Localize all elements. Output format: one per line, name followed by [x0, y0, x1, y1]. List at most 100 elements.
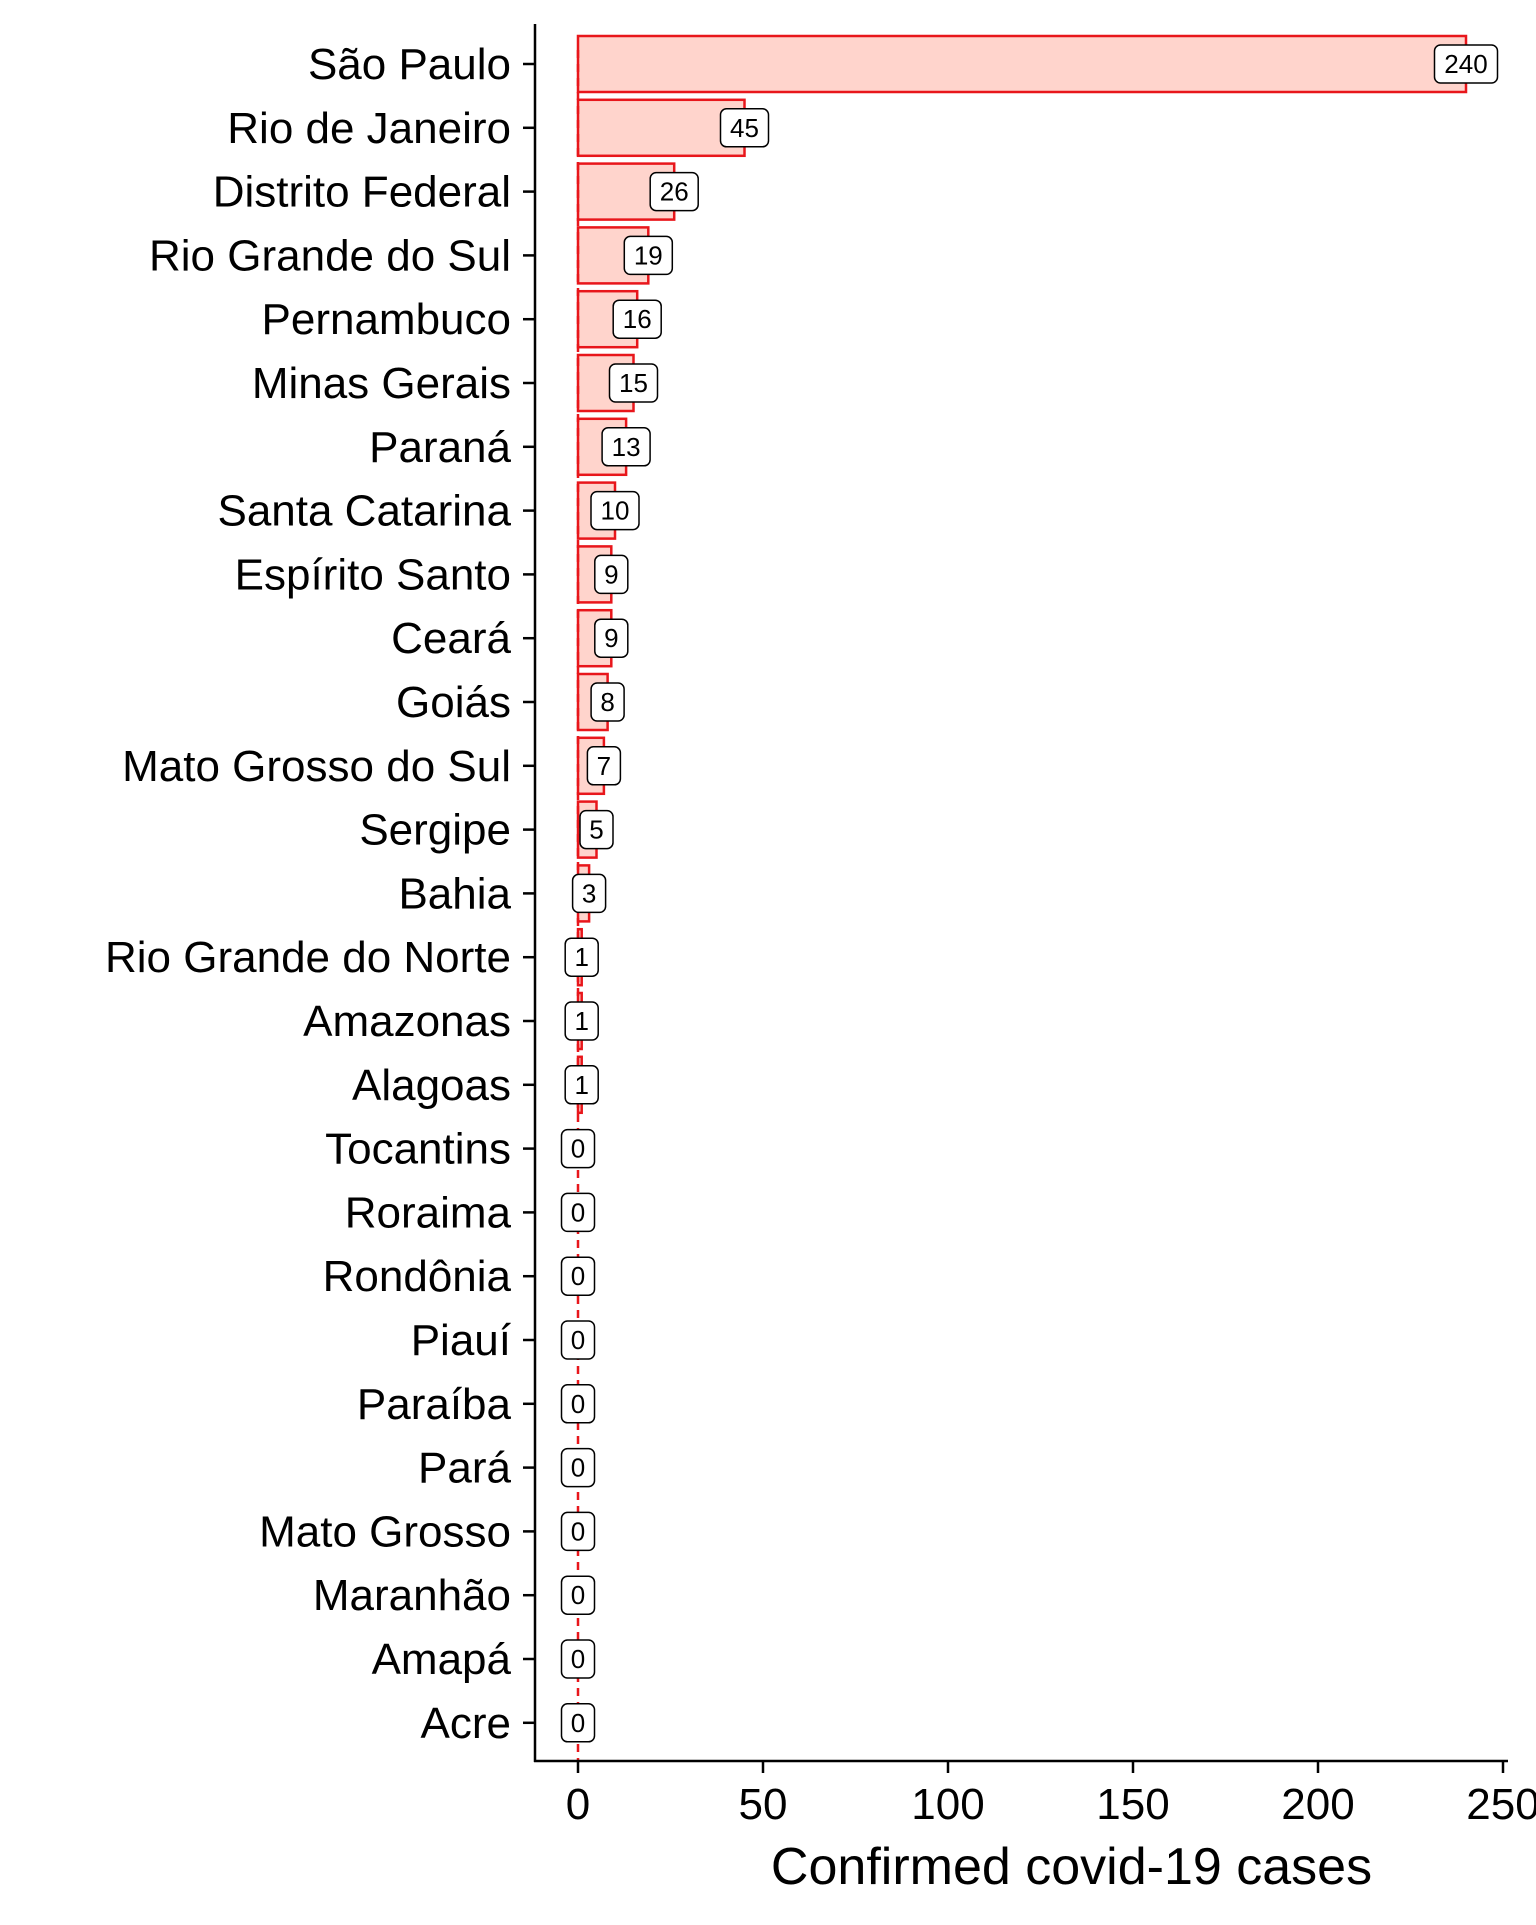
y-tick-label-sergipe: Sergipe	[359, 806, 511, 855]
y-tick-label-maranhao: Maranhão	[313, 1571, 511, 1620]
data-label-amapa: 0	[560, 1639, 596, 1679]
data-label-box	[571, 873, 607, 914]
y-tick-label-ceara: Ceará	[391, 614, 511, 663]
data-label-box	[560, 1128, 596, 1169]
y-tick-label-pernambuco: Pernambuco	[262, 295, 511, 344]
data-label-distrito-federal: 26	[649, 171, 699, 212]
data-label-pernambuco: 16	[612, 299, 662, 339]
data-label-bahia: 3	[571, 873, 607, 914]
data-label-text: 0	[571, 1708, 585, 1738]
y-tick-label-roraima: Roraima	[345, 1188, 512, 1237]
data-label-tocantins: 0	[560, 1128, 596, 1169]
y-tick-label-alagoas: Alagoas	[352, 1061, 511, 1110]
y-tick-label-piaui: Piauí	[411, 1316, 512, 1365]
data-label-text: 15	[619, 368, 648, 398]
x-tick-label-0: 0	[566, 1780, 590, 1829]
data-label-box	[590, 490, 640, 531]
data-label-rondonia: 0	[560, 1256, 596, 1296]
data-label-text: 26	[660, 177, 689, 207]
data-label-box	[560, 1384, 596, 1424]
x-tick-label-100: 100	[911, 1780, 984, 1829]
data-label-box	[564, 937, 599, 977]
data-label-box	[579, 809, 614, 850]
y-tick-label-sao-paulo: São Paulo	[308, 40, 511, 89]
y-tick-label-goias: Goiás	[396, 678, 511, 727]
y-tick-label-amazonas: Amazonas	[303, 997, 511, 1046]
data-label-rio-de-janeiro: 45	[719, 108, 770, 148]
y-tick-label-rio-grande-do-sul: Rio Grande do Sul	[149, 231, 511, 280]
data-label-text: 0	[571, 1389, 585, 1419]
data-label-alagoas: 1	[564, 1065, 599, 1105]
data-label-sao-paulo: 240	[1433, 44, 1499, 84]
y-tick-label-mato-grosso: Mato Grosso	[259, 1507, 511, 1556]
data-label-text: 0	[571, 1261, 585, 1291]
data-label-minas-gerais: 15	[608, 363, 659, 403]
y-tick-label-minas-gerais: Minas Gerais	[252, 359, 511, 408]
data-label-box	[560, 1256, 596, 1296]
data-label-amazonas: 1	[564, 1001, 599, 1041]
data-label-parana: 13	[601, 427, 651, 467]
data-label-text: 0	[571, 1580, 585, 1610]
data-label-box	[560, 1639, 596, 1679]
y-tick-label-paraiba: Paraíba	[357, 1380, 512, 1429]
bar-sao-paulo	[576, 34, 1468, 94]
x-axis-title: Confirmed covid-19 cases	[771, 1838, 1372, 1896]
y-tick-label-acre: Acre	[421, 1699, 511, 1748]
data-label-para: 0	[560, 1447, 596, 1488]
y-tick-label-santa-catarina: Santa Catarina	[217, 487, 511, 536]
data-label-box	[649, 171, 699, 212]
data-label-text: 0	[571, 1325, 585, 1355]
y-tick-label-mato-grosso-do-sul: Mato Grosso do Sul	[122, 742, 511, 791]
data-label-box	[564, 1065, 599, 1105]
data-label-paraiba: 0	[560, 1384, 596, 1424]
data-label-box	[612, 299, 662, 339]
data-label-text: 45	[730, 113, 759, 143]
data-label-ceara: 9	[594, 618, 629, 658]
data-label-box	[560, 1575, 596, 1615]
data-label-box	[560, 1447, 596, 1488]
data-label-santa-catarina: 10	[590, 490, 640, 531]
data-label-box	[560, 1192, 596, 1233]
x-axis-ticks: 0 50 100 150 200 250	[566, 1761, 1536, 1829]
y-tick-label-distrito-federal: Distrito Federal	[213, 168, 511, 217]
x-tick-label-200: 200	[1281, 1780, 1354, 1829]
data-label-text: 7	[597, 751, 611, 781]
data-label-box	[590, 682, 625, 722]
data-label-box	[586, 746, 622, 786]
x-tick-label-150: 150	[1096, 1780, 1169, 1829]
data-label-goias: 8	[590, 682, 625, 722]
data-label-box	[719, 108, 770, 148]
y-tick-label-tocantins: Tocantins	[325, 1125, 511, 1174]
x-tick-label-50: 50	[739, 1780, 788, 1829]
y-tick-label-rondonia: Rondônia	[323, 1252, 512, 1301]
data-label-box	[594, 554, 629, 595]
x-tick-label-250: 250	[1466, 1780, 1536, 1829]
data-label-mato-grosso-do-sul: 7	[586, 746, 622, 786]
y-tick-label-amapa: Amapá	[372, 1635, 512, 1684]
data-label-text: 19	[634, 240, 663, 270]
data-label-text: 8	[600, 687, 614, 717]
data-label-text: 1	[574, 1006, 588, 1036]
data-label-mato-grosso: 0	[560, 1511, 596, 1552]
y-tick-label-parana: Paraná	[369, 423, 511, 472]
axes-layer	[533, 24, 1508, 1763]
bars-layer	[576, 34, 1468, 1115]
data-label-text: 0	[571, 1644, 585, 1674]
data-label-text: 240	[1444, 49, 1487, 79]
data-label-box	[601, 427, 651, 467]
y-tick-label-rio-grande-do-norte: Rio Grande do Norte	[105, 933, 511, 982]
data-label-roraima: 0	[560, 1192, 596, 1233]
data-label-text: 5	[589, 815, 603, 845]
data-label-text: 16	[623, 304, 652, 334]
data-label-box	[623, 235, 674, 276]
data-label-piaui: 0	[560, 1320, 596, 1360]
data-label-text: 3	[582, 878, 596, 908]
bar-rio-de-janeiro	[576, 98, 746, 158]
data-label-box	[560, 1320, 596, 1360]
data-label-text: 1	[574, 942, 588, 972]
data-label-box	[1433, 44, 1499, 84]
data-label-box	[560, 1511, 596, 1552]
